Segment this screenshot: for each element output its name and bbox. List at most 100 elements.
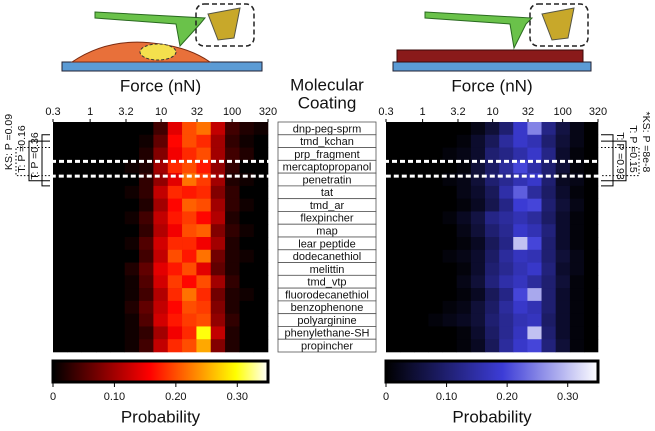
x-tick-label: 32	[191, 106, 203, 118]
heatmap-cell	[584, 198, 599, 212]
heatmap-cell	[110, 288, 126, 302]
coating-label: map	[316, 226, 337, 238]
heatmap-cell	[555, 249, 571, 263]
heatmap-cell	[456, 262, 472, 276]
heatmap-cell	[414, 185, 429, 199]
heatmap-cell	[456, 224, 472, 238]
stat-annotation: T: P =0.16	[16, 125, 28, 173]
heatmap-cell	[442, 313, 458, 327]
heatmap-cell	[513, 288, 528, 302]
heatmap-cell	[414, 198, 429, 212]
heatmap-cell	[470, 326, 486, 340]
heatmap-cell	[253, 134, 269, 148]
heatmap-cell	[414, 134, 429, 148]
heatmap-cell	[484, 249, 500, 263]
heatmap-cell	[210, 224, 226, 238]
heatmap-cell	[527, 262, 542, 276]
heatmap-cell	[225, 275, 240, 289]
heatmap-cell	[414, 249, 429, 263]
heatmap-cell	[196, 224, 212, 238]
x-tick-label: 320	[589, 106, 607, 118]
heatmap-cell	[239, 185, 255, 199]
heatmap-cell	[456, 122, 472, 136]
heatmap-cell	[456, 134, 472, 148]
heatmap-cell	[386, 224, 401, 238]
heatmap-cell	[67, 211, 82, 225]
heatmap-cell	[484, 262, 500, 276]
heatmap-cell	[555, 288, 571, 302]
heatmap-cell	[456, 160, 472, 174]
heatmap-cell	[182, 313, 197, 327]
coating-label: melittin	[310, 264, 345, 276]
heatmap-cell	[96, 198, 111, 212]
heatmap-cell	[484, 134, 500, 148]
heatmap-cell	[555, 160, 571, 174]
heatmap-cell	[442, 224, 458, 238]
heatmap-cell	[400, 288, 415, 302]
heatmap-cell	[470, 134, 486, 148]
heatmap-cell	[414, 122, 429, 136]
coating-label: mercaptopropanol	[283, 162, 372, 174]
heatmap-cell	[569, 300, 585, 314]
heatmap-cell	[196, 339, 212, 353]
heatmap-cell	[139, 160, 154, 174]
heatmap-cell	[53, 313, 68, 327]
heatmap-cell	[442, 122, 458, 136]
x-axis-label: Force (nN)	[120, 76, 201, 95]
heatmap-cell	[196, 122, 212, 136]
heatmap-cell	[253, 198, 269, 212]
heatmap-cell	[386, 300, 401, 314]
heatmap-cell	[414, 288, 429, 302]
heatmap-cell	[428, 262, 443, 276]
heatmap-cell	[110, 147, 126, 161]
x-tick-label: 0.3	[45, 106, 60, 118]
coating-label: benzophenone	[291, 302, 364, 314]
heatmap-cell	[569, 237, 585, 251]
stat-annotation: *KS: P =8e-8	[640, 112, 652, 173]
heatmap-cell	[53, 275, 68, 289]
coating-label: tmd_ar	[310, 200, 345, 212]
heatmap-cell	[555, 122, 571, 136]
heatmap-cell	[569, 211, 585, 225]
heatmap-cell	[53, 326, 68, 340]
heatmap-cell	[139, 211, 154, 225]
heatmap-cell	[239, 313, 255, 327]
heatmap-cell	[414, 339, 429, 353]
heatmap-cell	[400, 160, 415, 174]
heatmap-cell	[569, 160, 585, 174]
heatmap-cell	[124, 249, 140, 263]
heatmap-cell	[541, 275, 556, 289]
heatmap-cell	[81, 134, 97, 148]
heatmap-cell	[414, 313, 429, 327]
heatmap-cell	[124, 288, 140, 302]
heatmap-cell	[239, 198, 255, 212]
heatmap-cell	[196, 300, 212, 314]
heatmap-cell	[96, 224, 111, 238]
heatmap-cell	[153, 262, 169, 276]
heatmap-cell	[456, 288, 472, 302]
heatmap-cell	[456, 147, 472, 161]
heatmap-cell	[584, 147, 599, 161]
heatmap-cell	[139, 237, 154, 251]
heatmap-cell	[513, 224, 528, 238]
heatmap-cell	[67, 249, 82, 263]
heatmap-cell	[139, 339, 154, 353]
heatmap-cell	[210, 237, 226, 251]
heatmap-cell	[499, 339, 514, 353]
heatmap-cell	[555, 339, 571, 353]
heatmap-cell	[153, 160, 169, 174]
heatmap-cell	[428, 185, 443, 199]
heatmap-cell	[400, 134, 415, 148]
heatmap-cell	[210, 211, 226, 225]
heatmap-cell	[124, 160, 140, 174]
heatmap-cell	[470, 237, 486, 251]
x-axis-label: Force (nN)	[451, 76, 532, 95]
heatmap-cell	[253, 173, 269, 187]
heatmap-cell	[456, 326, 472, 340]
heatmap-cell	[225, 147, 240, 161]
heatmap-cell	[386, 262, 401, 276]
heatmap-cell	[139, 224, 154, 238]
heatmap-cell	[96, 288, 111, 302]
heatmap-cell	[253, 224, 269, 238]
heatmap-cell	[442, 134, 458, 148]
